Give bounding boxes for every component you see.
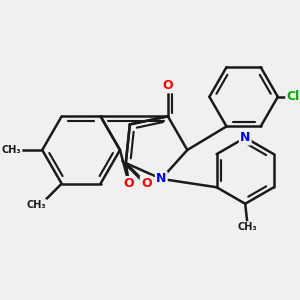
Text: N: N <box>156 172 166 185</box>
Text: O: O <box>124 177 134 190</box>
Text: CH₃: CH₃ <box>26 200 46 210</box>
Text: O: O <box>163 79 173 92</box>
Text: CH₃: CH₃ <box>237 222 257 232</box>
Text: CH₃: CH₃ <box>2 145 21 155</box>
Text: O: O <box>141 177 152 190</box>
Text: Cl: Cl <box>286 90 300 103</box>
Text: N: N <box>240 131 250 144</box>
